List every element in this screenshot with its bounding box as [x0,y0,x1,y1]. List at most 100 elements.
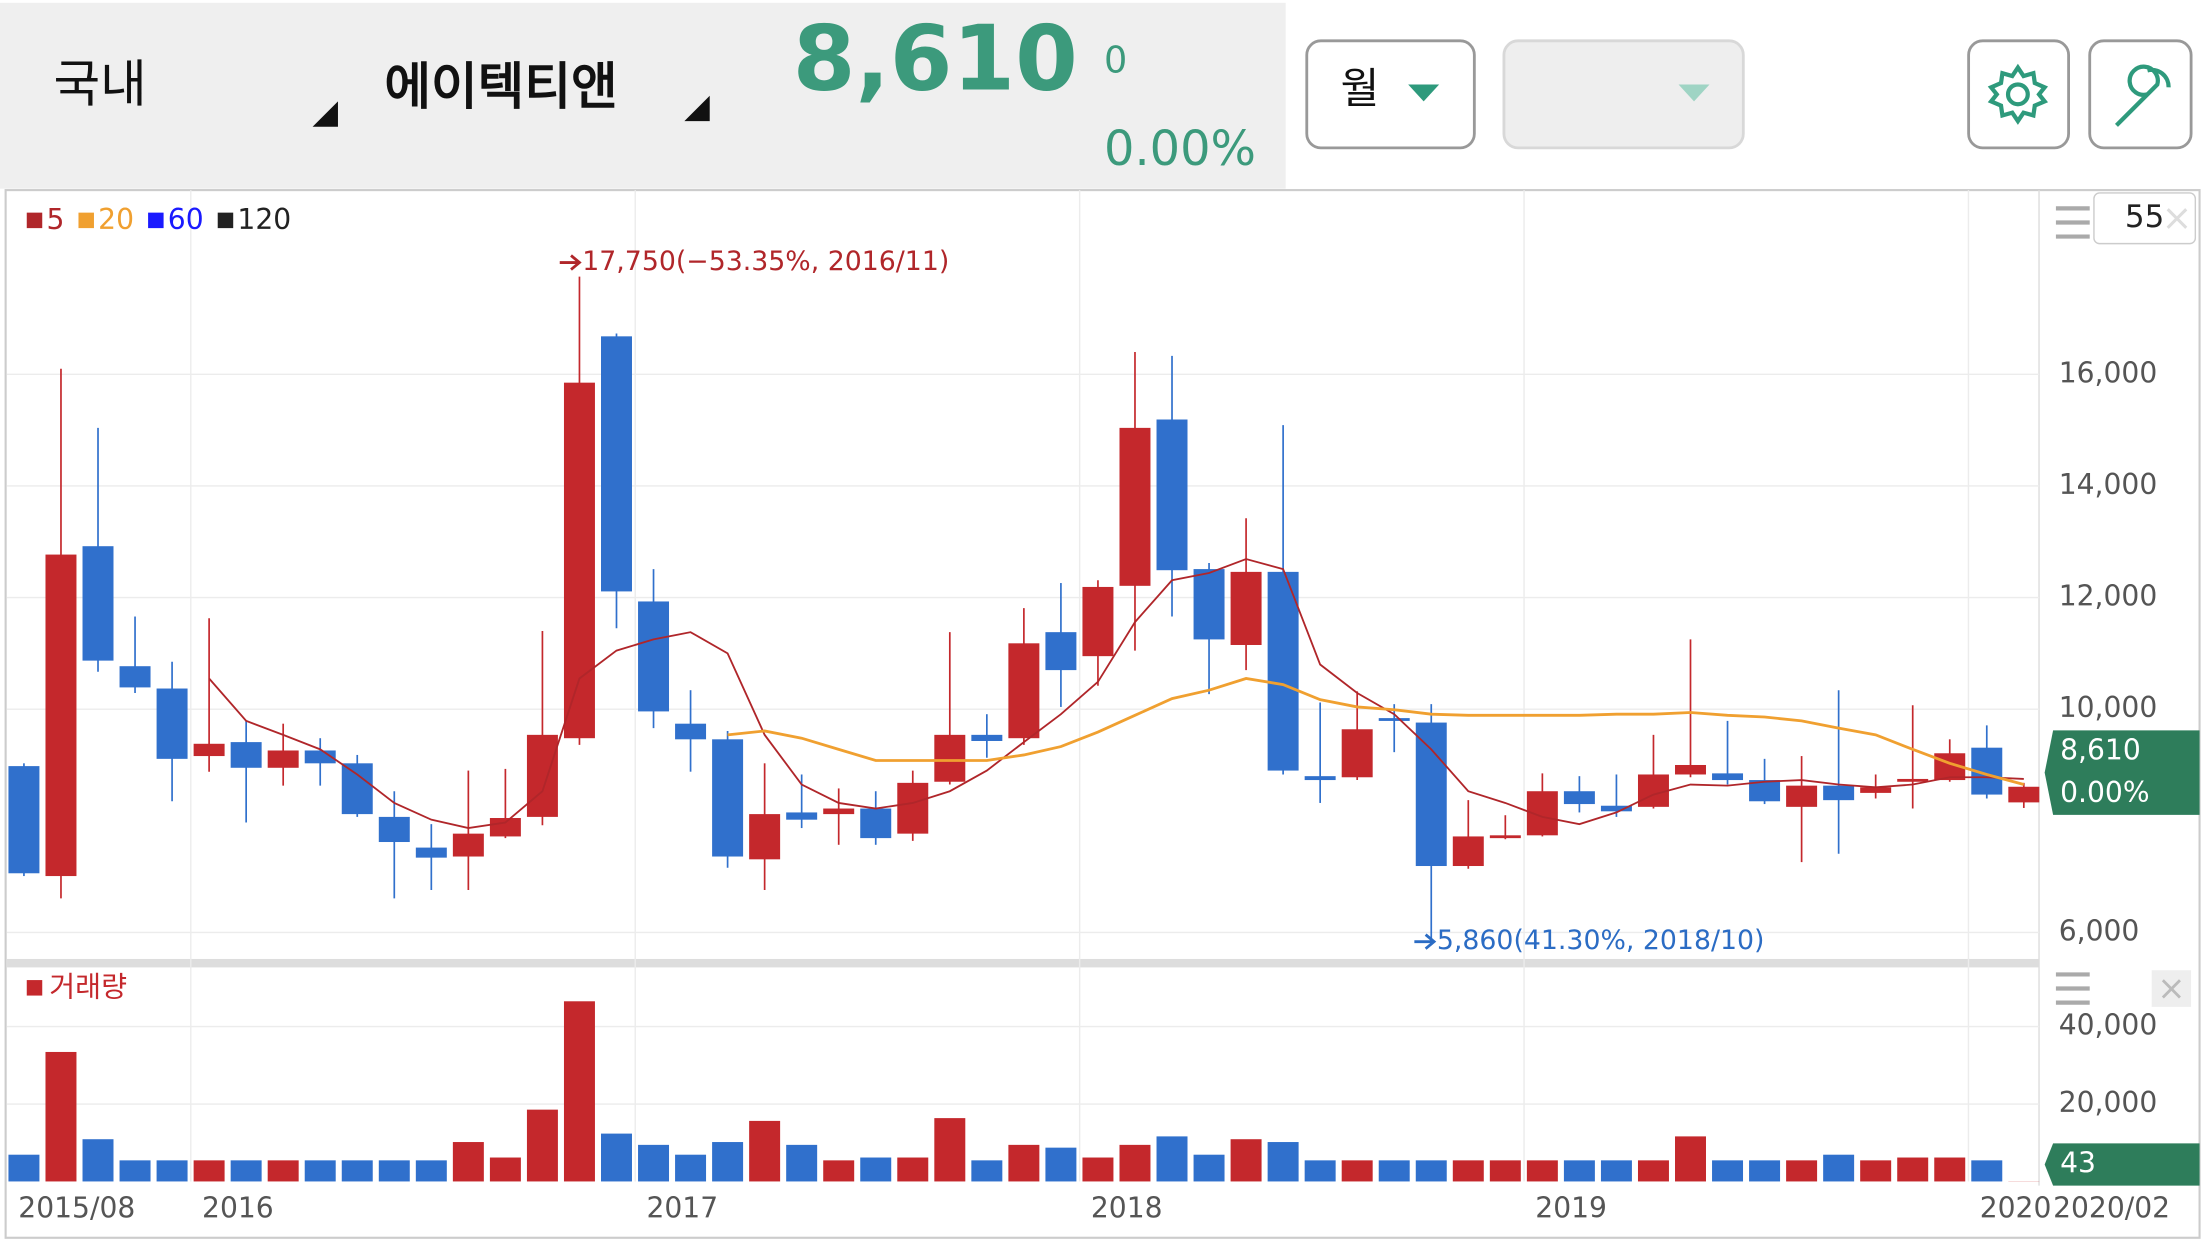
price-menu[interactable] [2055,206,2090,239]
candle-body [860,808,892,839]
volume-bar [341,1160,373,1182]
candle-body [2008,786,2040,803]
secondary-select[interactable] [1502,39,1745,150]
volume-bar [860,1157,892,1182]
candle-body [1045,632,1077,671]
volume-bar [156,1160,188,1182]
gear-icon [1987,63,2049,125]
y-tick-label: 40,000 [2059,1009,2158,1042]
volume-bar [971,1160,1003,1182]
candle-body [823,808,855,815]
name-dropdown[interactable] [684,95,710,122]
volume-bar [1415,1160,1447,1182]
volume-bar [1637,1160,1669,1182]
volume-bar [1341,1160,1373,1182]
legend-swatch [217,212,234,229]
volume-bar [1563,1160,1595,1182]
volume-bar [1897,1157,1929,1182]
market-dropdown[interactable] [312,101,338,127]
legend-label: 20 [98,203,134,236]
close-mark: × [2157,968,2185,1007]
volume-bar [230,1160,262,1182]
y-tick-label: 20,000 [2059,1086,2158,1119]
plot: 6,000 10,000 12,000 14,000 16,000 20,000 40,00… [7,190,2200,1225]
volume-bar [1008,1144,1040,1182]
candle-body [1267,571,1299,771]
candle-body [638,601,670,712]
candle-body [267,750,299,768]
legend-swatch [26,212,43,229]
period: 월 [1341,64,1380,113]
volume-bar [82,1139,114,1182]
period-select[interactable] [1305,39,1476,150]
volume-bar [452,1142,484,1182]
candle-body [1341,729,1373,778]
volume-bar [378,1160,410,1182]
x-tick-label: 2020 [1980,1192,2052,1225]
volume-menu[interactable] [2055,972,2090,1005]
candle-body [1082,586,1114,657]
volume-bar [1119,1144,1151,1182]
candle-body [489,818,521,837]
price-tag [2044,730,2200,815]
volume-bar [1193,1154,1225,1182]
legend-label: 5 [46,203,64,236]
candle-body [156,688,188,759]
candle-body [1008,643,1040,739]
count-box[interactable] [2093,192,2197,245]
price-tag-pct: 0.00% [2060,776,2149,809]
volume-bar [1156,1136,1188,1182]
candle-body [1563,791,1595,805]
volume-bar [897,1157,929,1182]
volume-bar [601,1133,632,1182]
volume-bar [8,1154,40,1182]
candle-body [1452,836,1484,867]
candle-body [1156,419,1188,571]
volume-bar [638,1144,670,1182]
volume-bar [1675,1136,1706,1182]
annotation-arrow [1414,933,1437,950]
period-arrow [1408,84,1440,102]
candle-body [1230,571,1262,645]
price: 8,610 [793,7,1078,112]
legend-label: 60 [168,203,204,236]
candle-body [341,763,373,815]
wrench-icon [2114,64,2171,127]
x-tick-label: 2018 [1091,1192,1163,1225]
chart-frame [4,189,2201,1239]
volume-bar [45,1051,77,1182]
legend-swatch [148,212,164,229]
volume-bar [1267,1142,1299,1182]
secondary-arrow [1678,84,1710,102]
market[interactable]: 국내 [54,54,147,113]
close-mark[interactable]: × [2162,196,2193,239]
change-pct: 0.00% [1104,122,1256,177]
x-tick-label: 2020/02 [2053,1192,2170,1225]
volume-bar [526,1109,558,1182]
pane-separator [7,958,2040,968]
y-tick-label: 10,000 [2059,691,2158,724]
candle-body [1415,722,1447,867]
y-tick-label: 16,000 [2059,356,2158,389]
stock-name[interactable]: 에이텍티앤 [384,57,617,116]
candle-body [1304,776,1336,781]
x-tick-label: 2017 [646,1192,718,1225]
candle-body [712,739,744,857]
candle-body [119,666,151,688]
candle-body [1378,718,1410,721]
legend-label: 거래량 [49,971,127,1004]
volume-bar [1378,1160,1410,1182]
candle-body [82,546,114,661]
candle-body [526,734,558,817]
settings-button[interactable] [1967,39,2070,150]
volume-close[interactable] [2151,970,2192,1007]
volume-bar [1600,1160,1632,1182]
candle-body [1600,805,1632,812]
price-tag-label: 8,610 [2060,734,2141,767]
volume-bar [1304,1160,1336,1182]
candle-body [230,742,262,768]
high-annotation: 17,750(−53.35%, 2016/11) [582,246,949,277]
volume-bar [749,1120,781,1182]
candle-body [415,847,447,858]
